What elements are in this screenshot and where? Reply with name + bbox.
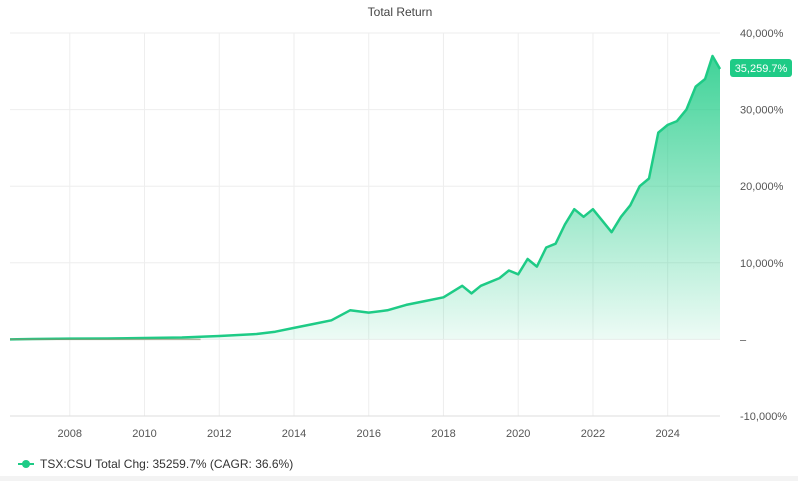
footer-band	[0, 476, 798, 481]
last-value-badge-label: 35,259.7%	[735, 63, 788, 75]
x-tick-label: 2018	[431, 428, 455, 440]
x-tick-label: 2014	[282, 428, 306, 440]
x-tick-label: 2020	[506, 428, 530, 440]
legend-label: TSX:CSU Total Chg: 35259.7% (CAGR: 36.6%…	[40, 457, 294, 471]
y-tick-label: 20,000%	[740, 181, 784, 193]
y-tick-label: 10,000%	[740, 258, 784, 270]
x-tick-label: 2022	[581, 428, 605, 440]
x-tick-label: 2016	[356, 428, 380, 440]
plot-area	[9, 54, 722, 341]
y-tick-label: -10,000%	[740, 411, 787, 423]
series-area	[10, 56, 720, 340]
legend[interactable]: TSX:CSU Total Chg: 35259.7% (CAGR: 36.6%…	[18, 457, 293, 471]
chart-title: Total Return	[368, 5, 433, 19]
x-tick-label: 2010	[132, 428, 156, 440]
grid	[10, 32, 720, 417]
legend-swatch-icon	[18, 459, 34, 469]
legend-dot	[22, 460, 30, 468]
y-tick-label: 30,000%	[740, 105, 784, 117]
y-axis: 40,000% 30,000% 20,000% 10,000% – -10,000%	[740, 28, 787, 423]
x-tick-label: 2024	[655, 428, 679, 440]
x-tick-label: 2012	[207, 428, 231, 440]
x-tick-label: 2008	[58, 428, 82, 440]
last-value-badge-bg	[730, 59, 792, 78]
x-axis: 2008 2010 2012 2014 2016 2018 2020 2022 2024	[58, 428, 680, 440]
y-tick-label: –	[740, 334, 747, 346]
series-line	[9, 54, 722, 341]
y-tick-label: 40,000%	[740, 28, 784, 40]
last-value-badge: 35,259.7%	[730, 59, 792, 78]
